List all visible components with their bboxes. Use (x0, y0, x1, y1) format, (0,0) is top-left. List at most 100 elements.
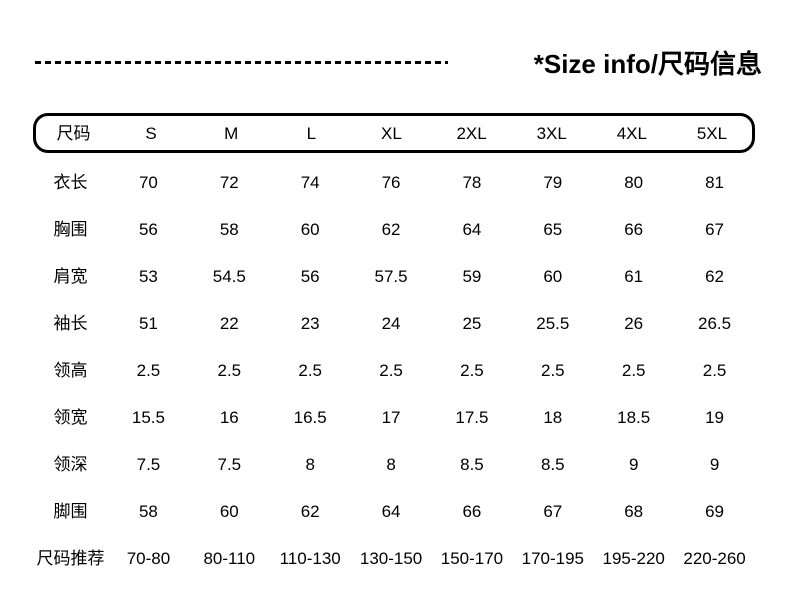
table-cell: 2.5 (298, 361, 322, 380)
table-row: 衣长 70 72 74 76 78 79 80 81 (33, 159, 755, 206)
table-cell: 62 (381, 220, 401, 239)
column-header-xl: XL (381, 123, 402, 143)
table-cell: 2.5 (217, 361, 242, 380)
table-cell: 66 (624, 220, 644, 239)
table-cell: 15.5 (131, 408, 165, 427)
table-cell: 9 (709, 455, 720, 474)
row-label: 肩宽 (53, 267, 88, 286)
table-cell: 18 (543, 408, 563, 427)
table-cell: 26.5 (698, 314, 732, 333)
table-cell: 2.5 (136, 361, 161, 380)
row-label: 衣长 (53, 173, 88, 192)
page-header: *Size info/尺码信息 (0, 44, 790, 80)
table-cell: 60 (300, 220, 320, 239)
row-label: 袖长 (53, 314, 88, 333)
table-cell: 220-260 (683, 549, 746, 568)
column-header-3xl: 3XL (536, 123, 567, 143)
table-cell: 8 (386, 455, 396, 474)
table-cell: 56 (138, 220, 158, 239)
table-cell: 64 (462, 220, 482, 239)
size-table-header-row: 尺码 S M L XL 2XL 3XL 4XL 5XL (33, 113, 755, 153)
table-cell: 60 (219, 502, 239, 521)
table-cell: 58 (138, 502, 158, 521)
table-cell: 16 (219, 408, 239, 427)
column-header-l: L (306, 123, 317, 143)
table-cell: 67 (705, 220, 725, 239)
row-label: 脚围 (53, 502, 88, 521)
table-cell: 74 (300, 173, 320, 192)
table-cell: 150-170 (440, 549, 504, 568)
table-row: 胸围 56 58 60 62 64 65 66 67 (33, 206, 755, 253)
table-cell: 170-195 (521, 549, 584, 568)
table-cell: 70 (138, 173, 158, 192)
table-cell: 70-80 (126, 549, 171, 568)
page-title: *Size info/尺码信息 (533, 48, 762, 79)
column-header-4xl: 4XL (616, 123, 647, 143)
table-cell: 81 (705, 173, 725, 192)
table-cell: 8.5 (540, 455, 565, 474)
table-cell: 67 (543, 502, 563, 521)
table-row: 脚围 58 60 62 64 66 67 68 69 (33, 488, 755, 535)
table-cell: 61 (624, 267, 644, 286)
table-cell: 2.5 (540, 361, 565, 380)
column-header-5xl: 5XL (696, 123, 728, 143)
table-cell: 16.5 (293, 408, 327, 427)
table-cell: 2.5 (379, 361, 403, 380)
table-cell: 57.5 (374, 267, 408, 286)
table-cell: 18.5 (617, 408, 651, 427)
size-table: 尺码 S M L XL 2XL 3XL 4XL 5XL 衣长 70 72 74 76 78 79 80 81 胸围… (33, 113, 755, 582)
table-cell: 65 (543, 220, 563, 239)
table-cell: 7.5 (136, 455, 161, 474)
table-cell: 2.5 (702, 361, 727, 380)
table-cell: 8 (305, 455, 315, 474)
table-cell: 68 (624, 502, 644, 521)
table-cell: 19 (705, 408, 725, 427)
table-row: 领高 2.5 2.5 2.5 2.5 2.5 2.5 2.5 2.5 (33, 347, 755, 394)
size-column-label: 尺码 (56, 123, 91, 143)
table-cell: 130-150 (359, 549, 423, 568)
table-cell: 66 (462, 502, 482, 521)
table-cell: 80-110 (203, 549, 256, 568)
row-label: 尺码推荐 (36, 549, 105, 568)
table-cell: 9 (628, 455, 639, 474)
table-cell: 60 (543, 267, 563, 286)
table-cell: 24 (381, 314, 401, 333)
table-cell: 8.5 (460, 455, 484, 474)
table-row: 领深 7.5 7.5 8 8 8.5 8.5 9 9 (33, 441, 755, 488)
column-header-2xl: 2XL (456, 123, 487, 143)
table-row: 领宽 15.5 16 16.5 17 17.5 18 18.5 19 (33, 394, 755, 441)
table-row: 尺码推荐 70-80 80-110 110-130 130-150 150-170 170-… (33, 535, 755, 582)
table-cell: 54.5 (212, 267, 246, 286)
table-cell: 23 (300, 314, 320, 333)
table-cell: 80 (624, 173, 644, 192)
table-cell: 64 (381, 502, 401, 521)
size-table-body: 衣长 70 72 74 76 78 79 80 81 胸围 56 58 60 62 64 65 66 67 肩宽 53… (33, 159, 755, 582)
table-cell: 62 (300, 502, 320, 521)
table-cell: 58 (219, 220, 239, 239)
table-cell: 51 (138, 314, 158, 333)
table-cell: 69 (705, 502, 725, 521)
column-header-s: S (145, 123, 157, 143)
table-cell: 62 (705, 267, 725, 286)
table-row: 肩宽 53 54.5 56 57.5 59 60 61 62 (33, 253, 755, 300)
row-label: 胸围 (53, 220, 88, 239)
table-cell: 2.5 (460, 361, 484, 380)
table-cell: 17.5 (455, 408, 489, 427)
table-cell: 26 (624, 314, 644, 333)
table-cell: 53 (138, 267, 158, 286)
row-label: 领宽 (53, 408, 88, 427)
table-cell: 110-130 (279, 549, 341, 568)
column-header-m: M (224, 123, 239, 143)
table-row: 袖长 51 22 23 24 25 25.5 26 26.5 (33, 300, 755, 347)
table-cell: 72 (219, 173, 239, 192)
table-cell: 56 (300, 267, 320, 286)
table-cell: 22 (219, 314, 239, 333)
row-label: 领高 (53, 361, 88, 380)
table-cell: 59 (462, 267, 482, 286)
table-cell: 79 (543, 173, 563, 192)
table-cell: 17 (381, 408, 401, 427)
table-cell: 2.5 (621, 361, 646, 380)
table-cell: 25.5 (536, 314, 570, 333)
table-cell: 195-220 (602, 549, 665, 568)
